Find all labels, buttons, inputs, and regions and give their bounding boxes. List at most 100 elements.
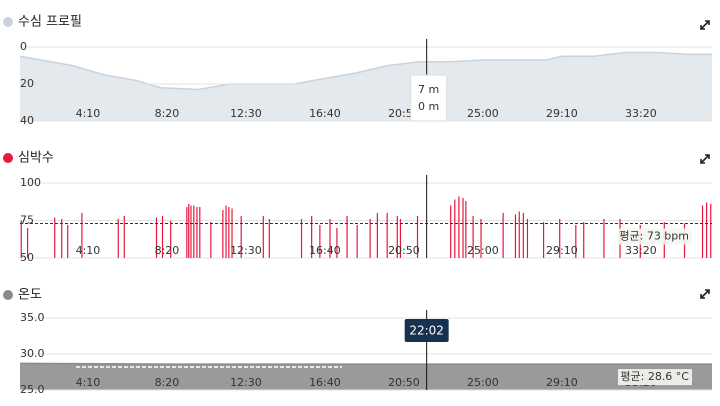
bar bbox=[311, 216, 313, 258]
expand-icon[interactable] bbox=[700, 154, 710, 164]
x-tick-label: 29:10 bbox=[546, 107, 578, 120]
bar bbox=[710, 204, 712, 258]
bar bbox=[190, 205, 192, 258]
y-tick-label: 0 bbox=[20, 40, 27, 53]
bar bbox=[193, 205, 195, 258]
y-tick-label: 100 bbox=[20, 176, 41, 189]
average-label: 평균: 28.6 °C bbox=[620, 370, 689, 383]
expand-icons bbox=[700, 20, 710, 299]
average-label-bg bbox=[618, 369, 692, 386]
cursor-label: 22:02 bbox=[409, 324, 444, 338]
bar bbox=[465, 201, 467, 258]
bar bbox=[26, 228, 29, 258]
bar bbox=[575, 225, 577, 258]
area-fill bbox=[20, 52, 712, 121]
bar bbox=[386, 213, 388, 258]
x-tick-label: 29:10 bbox=[546, 376, 578, 389]
bar bbox=[231, 208, 233, 258]
bar bbox=[526, 219, 529, 258]
bar bbox=[369, 219, 371, 258]
bar bbox=[522, 213, 524, 258]
x-tick-label: 20:50 bbox=[388, 244, 420, 257]
chart-panel: 온도 35.0 30.0 25.0 4:10 8:20 12:30 16:40 20:50 25:… bbox=[3, 288, 712, 396]
bar bbox=[67, 225, 69, 258]
area-fill bbox=[20, 363, 712, 390]
cursor-label-bg bbox=[404, 319, 449, 342]
bar bbox=[228, 207, 230, 258]
bar bbox=[329, 219, 331, 258]
bar bbox=[155, 217, 158, 258]
bar bbox=[199, 207, 201, 258]
x-tick-label: 8:20 bbox=[155, 107, 180, 120]
area-line bbox=[19, 51, 712, 91]
x-tick-label: 4:10 bbox=[76, 376, 101, 389]
bar bbox=[396, 216, 398, 258]
x-tick-label: 33:20 bbox=[625, 107, 657, 120]
x-tick-label: 4:10 bbox=[76, 107, 101, 120]
bar bbox=[319, 225, 321, 258]
bar bbox=[416, 216, 419, 258]
bar bbox=[583, 222, 585, 258]
tooltip-text: 7 m bbox=[418, 83, 439, 96]
x-tick-label: 8:20 bbox=[155, 376, 180, 389]
bar bbox=[458, 196, 460, 258]
x-tick-label: 12:30 bbox=[230, 376, 262, 389]
x-tick-label: 16:40 bbox=[309, 244, 341, 257]
bar bbox=[300, 219, 303, 258]
y-tick-label: 35.0 bbox=[20, 311, 45, 324]
bar bbox=[701, 205, 704, 258]
bar bbox=[222, 210, 224, 258]
bar bbox=[123, 216, 125, 258]
x-tick-label: 25:00 bbox=[467, 376, 499, 389]
bar bbox=[20, 220, 22, 258]
bar bbox=[188, 204, 190, 258]
y-tick-label: 40 bbox=[20, 114, 34, 127]
bar bbox=[603, 219, 605, 258]
bar bbox=[472, 216, 474, 258]
chart-title: 심박수 bbox=[18, 151, 54, 166]
expand-icon[interactable] bbox=[700, 289, 710, 299]
bar bbox=[240, 216, 242, 258]
bar bbox=[706, 202, 708, 258]
bar bbox=[514, 214, 517, 258]
bar bbox=[399, 219, 402, 258]
legend-dot bbox=[3, 290, 13, 300]
bar bbox=[542, 222, 545, 258]
x-tick-label: 4:10 bbox=[76, 244, 101, 257]
x-tick-label: 25:00 bbox=[467, 244, 499, 257]
y-tick-label: 30.0 bbox=[20, 347, 45, 360]
x-tick-label: 16:40 bbox=[309, 107, 341, 120]
bar bbox=[462, 198, 464, 258]
bar bbox=[376, 213, 378, 258]
bar bbox=[480, 219, 482, 258]
bar bbox=[161, 216, 164, 258]
average-label-bg bbox=[618, 228, 692, 245]
x-tick-label: 33:20 bbox=[625, 244, 657, 257]
bar bbox=[268, 219, 270, 258]
x-tick-label: 25:00 bbox=[467, 107, 499, 120]
y-tick-label: 20 bbox=[20, 77, 34, 90]
tooltip-text: 0 m bbox=[418, 100, 439, 113]
x-tick-label: 12:30 bbox=[230, 107, 262, 120]
bar bbox=[518, 211, 520, 258]
bar bbox=[196, 207, 198, 258]
bar bbox=[81, 213, 83, 258]
bar bbox=[450, 205, 452, 258]
bar bbox=[502, 213, 504, 258]
bar bbox=[54, 217, 56, 258]
bar bbox=[356, 225, 358, 258]
chart-title: 온도 bbox=[18, 288, 42, 303]
x-tick-label: 29:10 bbox=[546, 244, 578, 257]
area-line bbox=[19, 362, 712, 365]
y-tick-label: 25.0 bbox=[20, 383, 45, 396]
chart-title: 수심 프로필 bbox=[18, 15, 82, 30]
bar bbox=[170, 220, 172, 258]
x-tick-label: 12:30 bbox=[230, 244, 262, 257]
bar bbox=[262, 216, 264, 258]
bar bbox=[454, 199, 456, 258]
expand-icon[interactable] bbox=[700, 20, 710, 30]
x-tick-label: 8:20 bbox=[155, 244, 180, 257]
chart-panel: 심박수10075504:108:2012:3016:4020:5025:0029… bbox=[3, 151, 712, 264]
bar bbox=[346, 216, 348, 258]
